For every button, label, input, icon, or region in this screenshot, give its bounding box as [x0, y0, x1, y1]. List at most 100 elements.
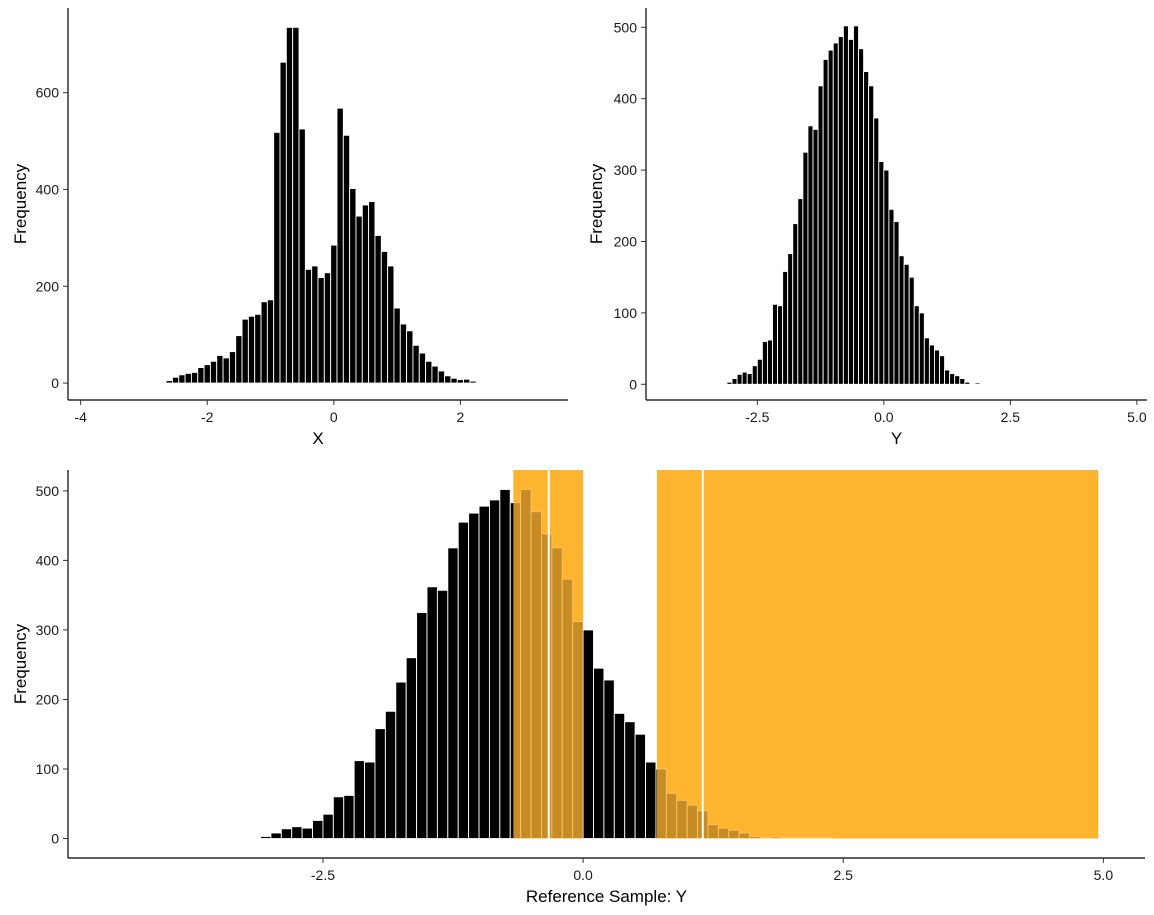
histogram-bar: [406, 330, 414, 384]
shaded-region-overlay: [656, 470, 1099, 839]
histogram-bar: [444, 375, 452, 384]
histogram-bar: [777, 305, 784, 385]
y-tick-label: 200: [36, 278, 60, 294]
histogram-bar: [374, 235, 382, 384]
histogram-bar: [741, 371, 748, 385]
histogram-bar: [311, 265, 319, 384]
bars: [140, 26, 490, 384]
histogram-bar: [436, 589, 449, 839]
histogram-bar: [868, 85, 875, 385]
histogram-bar: [456, 379, 465, 384]
shaded-overlays: [513, 470, 1099, 839]
histogram-bar: [218, 837, 230, 839]
histogram-bar: [431, 365, 439, 384]
histogram-bar: [873, 117, 880, 385]
histogram-bar: [292, 26, 300, 384]
histogram-bar: [482, 381, 490, 384]
histogram-bar: [412, 344, 420, 384]
y-axis-title: Frequency: [11, 163, 30, 244]
histogram-bar: [782, 271, 789, 385]
x-tick-label: 5.0: [1127, 409, 1147, 425]
histogram-bar: [964, 381, 971, 385]
histogram-bar: [298, 128, 306, 384]
histogram-bar: [613, 712, 626, 839]
histogram-bar: [239, 837, 251, 839]
histogram-bar: [285, 26, 294, 384]
histogram-bar: [499, 489, 511, 839]
x-tick-label: 0.0: [573, 867, 593, 883]
histogram-bar: [152, 381, 161, 384]
histogram-bar: [387, 265, 395, 384]
histogram-bar: [645, 761, 657, 839]
x-axis-title: X: [312, 429, 323, 448]
histogram-bar: [624, 721, 636, 839]
histogram-bar: [706, 382, 713, 385]
histogram-bar: [273, 131, 281, 384]
histogram-bar: [197, 367, 205, 384]
bars: [706, 25, 1006, 385]
histogram-bar: [146, 381, 154, 384]
y-tick-label: 500: [614, 19, 638, 35]
histogram-bar: [330, 244, 338, 384]
x-tick-label: 0.0: [874, 409, 894, 425]
panel-histogram-y: -2.5 0.0 2.5 5.0 0 100 200 300 400 500 Y Frequency: [587, 8, 1147, 448]
histogram-bar: [832, 42, 839, 385]
histogram-bar: [736, 373, 743, 385]
histogram-bar: [190, 371, 199, 384]
histogram-bar: [159, 381, 167, 384]
panel-histogram-x: -4 -2 0 2 0 200 400 600 X Frequency: [11, 8, 568, 448]
y-tick-label: 400: [614, 91, 638, 107]
histogram-bar: [447, 547, 459, 839]
histogram-bar: [949, 373, 956, 385]
x-tick-label: -2.5: [311, 867, 335, 883]
histogram-bar: [787, 253, 794, 385]
histogram-bar: [898, 255, 905, 385]
histogram-bar: [279, 61, 287, 384]
histogram-bar: [711, 382, 718, 385]
histogram-bar: [853, 25, 859, 385]
histogram-bar: [726, 381, 733, 385]
histogram-bar: [721, 382, 728, 385]
histogram-bar: [842, 25, 849, 385]
y-axis-title: Frequency: [587, 163, 606, 244]
panel-histogram-reference-sample: -2.5 0.0 2.5 5.0 0 100 200 300 400 500 Reference S…: [11, 470, 1145, 906]
histogram-bar: [399, 323, 408, 384]
histogram-bar: [380, 250, 389, 384]
histogram-bar: [939, 355, 946, 385]
histogram-bar: [731, 378, 738, 385]
y-tick-label: 200: [614, 233, 638, 249]
histogram-bar: [405, 657, 418, 839]
histogram-bar: [393, 307, 401, 384]
histogram-bar: [822, 58, 829, 385]
histogram-bar: [418, 352, 427, 384]
histogram-bar: [994, 382, 1001, 385]
histogram-bar: [178, 374, 186, 384]
histogram-bar: [171, 376, 180, 384]
y-tick-label: 400: [36, 552, 60, 568]
histogram-bar: [478, 505, 490, 839]
histogram-bar: [974, 382, 981, 385]
histogram-bar: [361, 204, 370, 384]
y-tick-label: 0: [51, 375, 59, 391]
histogram-bar: [959, 378, 966, 385]
histogram-bar: [368, 201, 376, 384]
histogram-bar: [349, 188, 357, 384]
histogram-bar: [304, 268, 313, 384]
histogram-bar: [984, 382, 991, 385]
histogram-bar: [353, 760, 366, 839]
y-axis-title: Frequency: [11, 623, 30, 704]
x-axis-title: Reference Sample: Y: [526, 887, 687, 906]
histogram-bar: [249, 837, 261, 839]
x-tick-label: -2: [201, 409, 214, 425]
histogram-bar: [343, 794, 355, 839]
histogram-bar: [323, 272, 332, 384]
histogram-bar: [827, 49, 834, 385]
histogram-bar: [228, 837, 241, 839]
histogram-bar: [797, 198, 804, 385]
histogram-bar: [468, 512, 480, 839]
histogram-bar: [716, 382, 723, 385]
histogram-bar: [425, 360, 433, 384]
y-tick-label: 500: [36, 483, 60, 499]
x-tick-label: -2.5: [745, 409, 769, 425]
histogram-bar: [837, 36, 844, 385]
